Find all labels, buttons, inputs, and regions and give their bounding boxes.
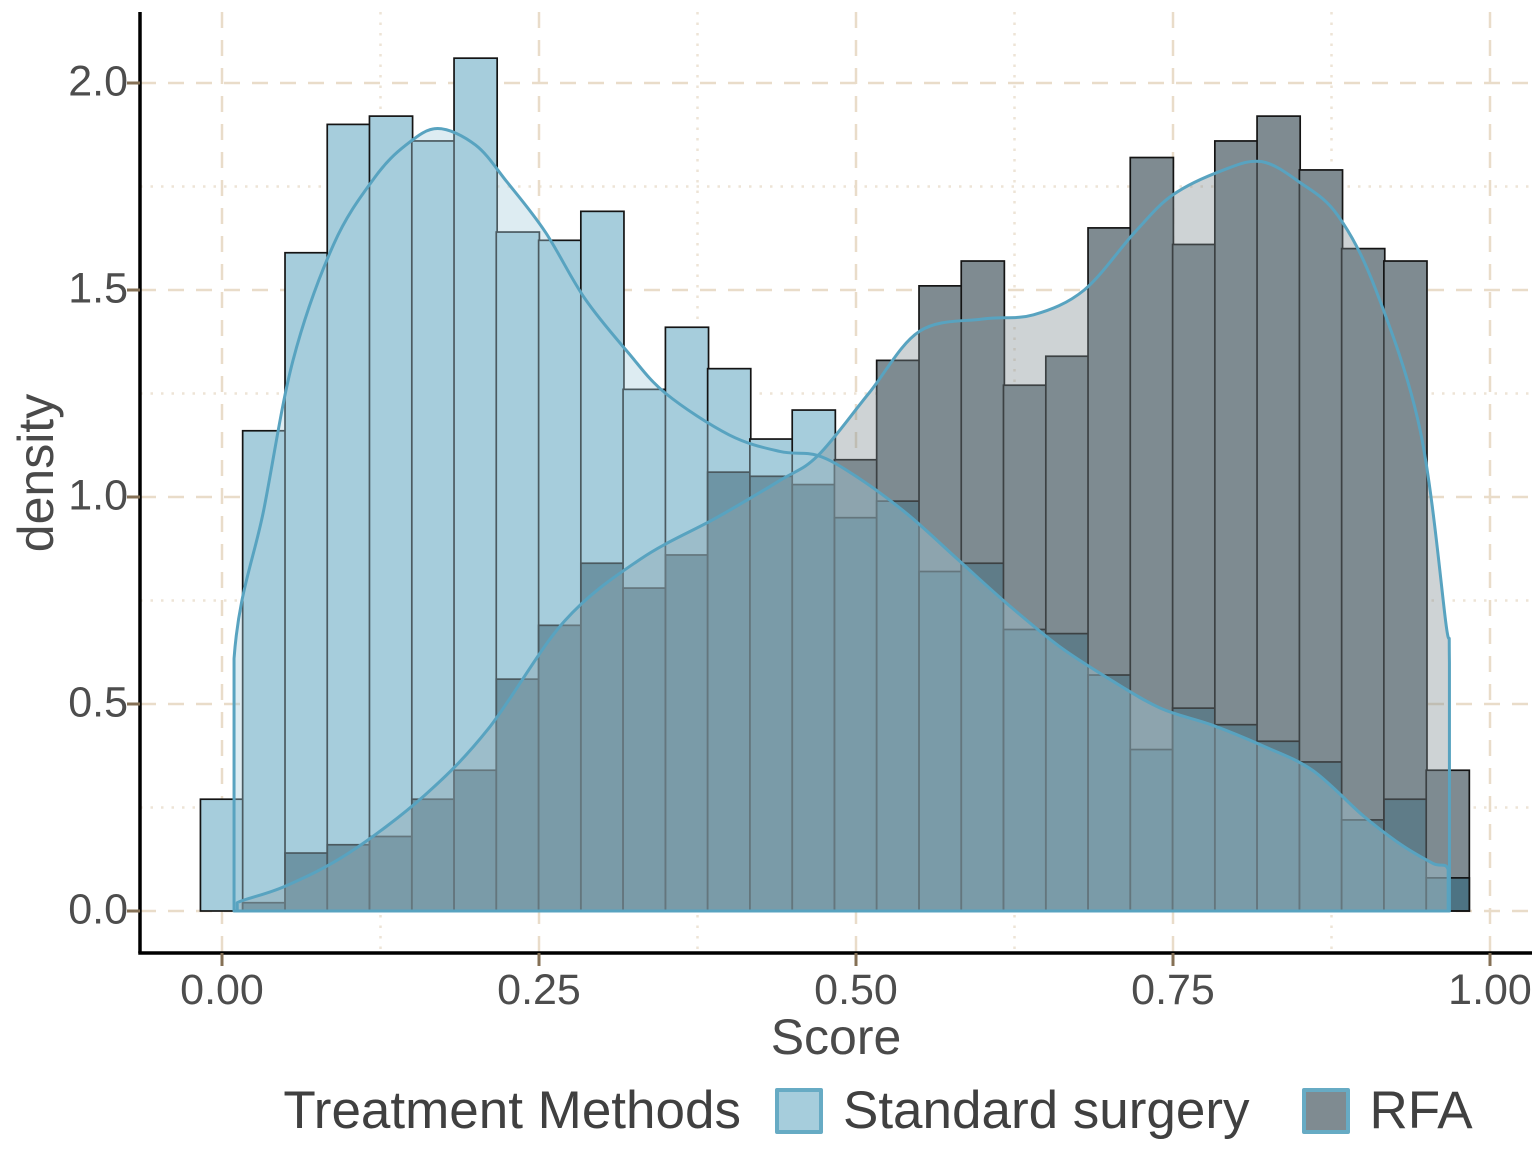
- bar-overlap: [1257, 741, 1301, 911]
- density-area-standard-surgery: [234, 128, 1449, 912]
- bar-overlap: [707, 472, 751, 911]
- bar-overlap: [1088, 675, 1132, 911]
- y-tick-label: 0.5: [68, 678, 128, 727]
- y-tick-label: 1.5: [68, 264, 128, 313]
- bar-overlap: [961, 563, 1005, 911]
- bar-rfa: [834, 459, 878, 518]
- bar-overlap: [876, 501, 920, 911]
- legend-item-rfa: RFA: [1301, 1080, 1473, 1141]
- density-curve-standard-surgery: [232, 127, 1450, 913]
- legend-label-standard-surgery: Standard surgery: [842, 1081, 1250, 1140]
- y-tick-label: 2.0: [68, 57, 128, 106]
- bar-rfa: [919, 285, 963, 572]
- bar-standard-surgery: [369, 116, 413, 837]
- bar-rfa: [1299, 169, 1343, 762]
- bar-overlap: [1130, 749, 1174, 911]
- y-tick-label: 1.0: [68, 471, 128, 520]
- bar-rfa: [1341, 248, 1385, 820]
- bar-standard-surgery: [200, 799, 244, 911]
- bar-overlap: [411, 799, 455, 911]
- bar-standard-surgery: [665, 327, 709, 555]
- bar-overlap: [1214, 724, 1258, 911]
- bar-rfa: [1172, 244, 1216, 709]
- bar-overlap: [834, 517, 878, 911]
- x-tick-label: 0.25: [497, 966, 581, 1014]
- density-area-rfa: [237, 161, 1450, 911]
- bar-standard-surgery: [792, 410, 836, 485]
- x-tick-label: 0.75: [1131, 966, 1215, 1014]
- legend-items: Standard surgery RFA: [774, 1080, 1473, 1141]
- bar-overlap: [665, 554, 709, 911]
- bar-overlap: [1003, 629, 1047, 911]
- bar-overlap: [1172, 708, 1216, 911]
- bar-rfa: [1130, 157, 1174, 750]
- bar-standard-surgery: [285, 252, 329, 854]
- legend-title: Treatment Methods: [283, 1081, 741, 1140]
- bar-standard-surgery: [707, 368, 751, 473]
- bar-overlap: [1299, 761, 1343, 911]
- x-tick-label: 1.00: [1448, 966, 1532, 1014]
- bar-overlap: [327, 844, 371, 911]
- bar-rfa: [1383, 261, 1427, 800]
- y-axis-title: density: [8, 393, 64, 553]
- bar-overlap: [1045, 633, 1089, 911]
- bar-standard-surgery: [454, 58, 498, 771]
- bar-overlap: [496, 679, 540, 911]
- bar-rfa: [876, 360, 920, 502]
- bar-standard-surgery: [538, 240, 582, 626]
- bar-overlap: [792, 484, 836, 911]
- bar-overlap: [538, 625, 582, 911]
- density-curve-rfa: [235, 159, 1451, 913]
- bar-overlap: [369, 836, 413, 911]
- x-tick-label: 0.50: [814, 966, 898, 1014]
- bar-overlap: [454, 770, 498, 911]
- bar-standard-surgery: [580, 211, 624, 564]
- legend-label-rfa: RFA: [1369, 1081, 1473, 1140]
- bar-rfa: [1214, 140, 1258, 725]
- x-axis-title: Score: [770, 1009, 902, 1065]
- bar-overlap: [242, 902, 286, 911]
- legend-item-standard-surgery: Standard surgery: [774, 1080, 1250, 1141]
- bar-overlap: [919, 571, 963, 911]
- bar-overlap: [1341, 819, 1385, 911]
- bar-overlap: [623, 588, 667, 911]
- legend-key-standard-surgery: [774, 1087, 823, 1134]
- bar-rfa: [1045, 356, 1089, 634]
- bar-rfa: [1257, 116, 1301, 742]
- bar-overlap: [749, 476, 793, 911]
- x-tick-label: 0.00: [180, 966, 264, 1014]
- bar-standard-surgery: [496, 232, 540, 680]
- bar-rfa: [1088, 227, 1132, 676]
- bar-rfa: [1003, 385, 1047, 630]
- legend: Treatment Methods Standard surgery RFA: [180, 1080, 1536, 1141]
- bar-rfa: [961, 261, 1005, 564]
- bar-overlap: [580, 563, 624, 911]
- legend-key-rfa: [1301, 1087, 1350, 1134]
- y-tick-label: 0.0: [68, 885, 128, 934]
- bar-standard-surgery: [411, 140, 455, 800]
- bar-rfa: [1426, 770, 1470, 878]
